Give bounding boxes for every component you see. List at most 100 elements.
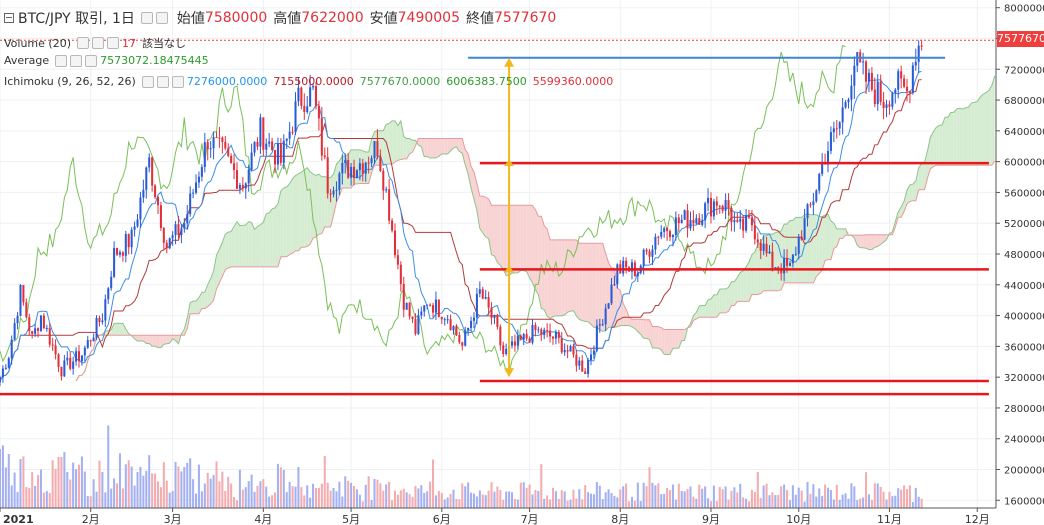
volume-bar xyxy=(753,492,756,508)
volume-bar xyxy=(165,480,168,508)
volume-bar xyxy=(747,501,751,508)
volume-bar xyxy=(622,486,625,508)
volume-bar xyxy=(692,496,695,508)
volume-bar xyxy=(853,486,856,508)
candle-body xyxy=(546,329,549,331)
volume-bar xyxy=(604,492,607,508)
volume-bar xyxy=(350,482,353,508)
volume-bar xyxy=(154,473,157,508)
kumo-segment xyxy=(254,226,258,267)
candle-body xyxy=(914,61,917,66)
candle-body xyxy=(648,251,651,257)
price-tick-label: 6800000 xyxy=(1004,96,1044,107)
volume-bar xyxy=(674,499,677,508)
candle-body xyxy=(739,218,742,222)
candle-body xyxy=(589,354,593,361)
kumo-segment xyxy=(708,299,711,318)
volume-bar xyxy=(581,499,584,508)
candle-body xyxy=(821,162,824,174)
volume-bar xyxy=(525,488,528,508)
price-tick-label: 5600000 xyxy=(1004,188,1044,199)
volume-bar xyxy=(838,499,841,508)
volume-bar xyxy=(300,487,303,508)
volume-bar xyxy=(475,496,478,508)
volume-bar xyxy=(446,497,449,508)
volume-bar xyxy=(721,489,724,508)
kumo-segment xyxy=(453,138,457,148)
candle-body xyxy=(838,122,841,129)
volume-bar xyxy=(338,481,341,508)
kumo-segment xyxy=(646,319,650,340)
chikou-span-line xyxy=(0,44,846,375)
volume-bar xyxy=(803,501,806,508)
candle-body xyxy=(543,329,546,336)
candle-body xyxy=(911,65,914,93)
kumo-segment xyxy=(514,205,518,273)
kumo-segment xyxy=(588,243,592,325)
volume-bar xyxy=(528,484,531,508)
indicator-lines xyxy=(0,44,996,382)
volume-bar xyxy=(142,475,145,508)
candle-body xyxy=(572,346,575,355)
kumo-segment xyxy=(435,138,439,158)
kumo-segment xyxy=(427,138,431,159)
kumo-segment xyxy=(787,220,790,283)
volume-bar xyxy=(809,493,812,508)
kumo-segment xyxy=(157,335,161,348)
candle-body xyxy=(142,189,145,198)
volume-bar xyxy=(657,483,660,508)
volume-bar xyxy=(572,489,575,508)
candle-body xyxy=(329,193,332,195)
volume-bar xyxy=(876,483,879,508)
candle-body xyxy=(98,317,101,323)
candle-body xyxy=(312,86,315,88)
volume-bar xyxy=(233,497,236,508)
price-tick-label: 6400000 xyxy=(1004,127,1044,138)
candle-body xyxy=(148,157,151,168)
candle-body xyxy=(478,289,481,294)
kumo-segment xyxy=(433,138,436,158)
volume-bar xyxy=(698,484,701,508)
volume-bar xyxy=(715,501,718,508)
volume-bar xyxy=(642,482,645,508)
volume-bar xyxy=(730,490,733,508)
volume-bar xyxy=(306,485,309,508)
kumo-segment xyxy=(459,138,463,154)
volume-bar xyxy=(777,494,780,508)
kumo-segment xyxy=(567,239,571,313)
candle-body xyxy=(742,218,745,231)
candle-body xyxy=(233,163,236,171)
volume-bar xyxy=(683,491,686,508)
kumo-segment xyxy=(558,239,562,316)
volume-bar xyxy=(867,494,870,508)
kumo-segment xyxy=(731,281,735,306)
kumo-segment xyxy=(301,169,305,248)
kumo-segment xyxy=(593,243,597,328)
candle-body xyxy=(771,251,774,268)
volume-bar xyxy=(464,486,467,508)
volume-bar xyxy=(569,499,572,508)
candle-body xyxy=(487,297,490,308)
candle-body xyxy=(306,106,309,113)
candle-body xyxy=(133,226,136,230)
candle-body xyxy=(663,228,666,232)
candle-body xyxy=(274,150,277,165)
kumo-segment xyxy=(670,329,673,355)
candle-body xyxy=(361,163,364,174)
kumo-segment xyxy=(675,329,679,349)
volume-bar xyxy=(651,482,654,508)
kumo-segment xyxy=(248,221,252,267)
volume-bar xyxy=(701,488,704,508)
candle-body xyxy=(695,218,698,224)
volume-bar xyxy=(92,479,95,508)
candle-body xyxy=(37,328,40,331)
volume-bar xyxy=(911,501,914,508)
kumo-segment xyxy=(409,138,413,154)
candle-body xyxy=(162,228,165,243)
volume-bar xyxy=(707,498,710,508)
kumo-segment xyxy=(336,160,340,203)
kumo-segment xyxy=(111,323,115,336)
volume-bar xyxy=(666,488,669,508)
price-tick-label: 8000000 xyxy=(1004,4,1044,15)
